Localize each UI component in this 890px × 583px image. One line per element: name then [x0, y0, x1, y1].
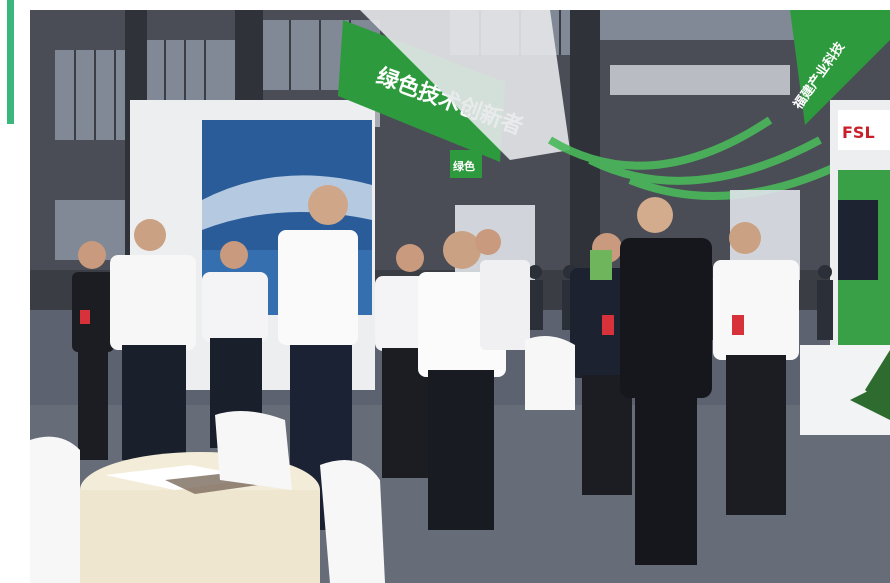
person-7	[475, 229, 530, 350]
exhibition-photo: 绿色技术创新者 绿色 FSL 福建产业科技	[30, 10, 890, 583]
booth-logo: FSL	[842, 123, 875, 142]
plant	[850, 350, 890, 420]
svg-text:绿色: 绿色	[453, 159, 475, 173]
person-1	[72, 241, 114, 460]
side-sign	[790, 10, 890, 125]
person-6	[418, 231, 506, 530]
plant-sample	[590, 250, 612, 280]
accent-bar	[7, 0, 14, 124]
person-9	[590, 197, 712, 565]
white-chairs	[30, 336, 575, 583]
person-10	[713, 222, 799, 515]
person-2	[110, 219, 196, 460]
small-sign: 绿色	[450, 150, 482, 178]
